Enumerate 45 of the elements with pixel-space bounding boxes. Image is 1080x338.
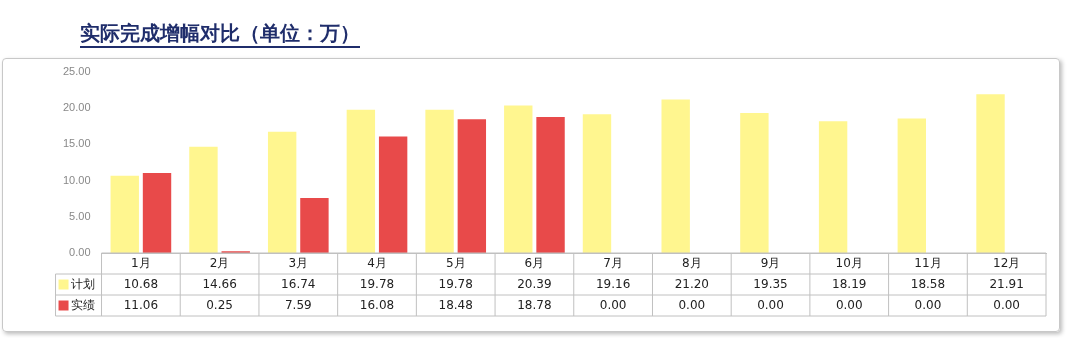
x-tick-label: 12月 <box>993 255 1021 270</box>
x-tick-label: 9月 <box>760 255 781 270</box>
data-label: 21.91 <box>989 276 1024 291</box>
data-label: 0.25 <box>206 297 233 312</box>
data-label: 19.35 <box>753 276 788 291</box>
data-label: 18.19 <box>832 276 867 291</box>
y-tick-label: 25.00 <box>63 65 91 78</box>
data-label: 16.08 <box>359 297 395 312</box>
y-tick-label: 15.00 <box>63 137 91 150</box>
data-label: 18.78 <box>517 297 552 312</box>
y-tick-label: 10.00 <box>63 173 91 186</box>
x-tick-label: 7月 <box>603 255 623 270</box>
data-label: 0.00 <box>835 297 863 312</box>
y-tick-label: 5.00 <box>69 209 91 222</box>
x-tick-label: 10月 <box>835 255 863 270</box>
data-label: 7.59 <box>284 297 312 312</box>
y-tick-label: 0.00 <box>69 246 91 259</box>
data-label: 0.00 <box>993 297 1021 312</box>
data-label: 0.00 <box>678 297 706 312</box>
data-label: 19.78 <box>359 276 395 291</box>
x-tick-label: 1月 <box>131 255 151 270</box>
x-tick-label: 6月 <box>524 255 545 270</box>
data-label: 11.06 <box>123 297 159 312</box>
data-label: 19.16 <box>595 276 631 291</box>
data-label: 0.00 <box>757 297 784 312</box>
x-tick-label: 5月 <box>445 255 466 270</box>
data-label: 16.74 <box>281 276 316 291</box>
data-label: 21.20 <box>674 276 709 291</box>
data-label: 19.78 <box>438 276 473 291</box>
legend-label: 实绩 <box>70 297 95 312</box>
data-label: 0.00 <box>914 297 942 312</box>
data-label: 20.39 <box>517 276 552 291</box>
data-label: 10.68 <box>123 276 159 291</box>
x-tick-label: 2月 <box>209 255 230 270</box>
x-tick-label: 11月 <box>914 255 942 270</box>
data-label: 18.58 <box>910 276 946 291</box>
data-label: 14.66 <box>202 276 237 291</box>
legend-label: 计划 <box>70 276 95 291</box>
x-tick-label: 4月 <box>367 255 387 270</box>
data-label: 0.00 <box>599 297 627 312</box>
x-tick-label: 3月 <box>288 255 309 270</box>
chart-title: 实际完成增幅对比（单位：万） <box>80 20 360 48</box>
x-tick-label: 8月 <box>682 255 702 270</box>
y-tick-label: 20.00 <box>63 101 91 114</box>
data-label: 18.48 <box>438 297 473 312</box>
